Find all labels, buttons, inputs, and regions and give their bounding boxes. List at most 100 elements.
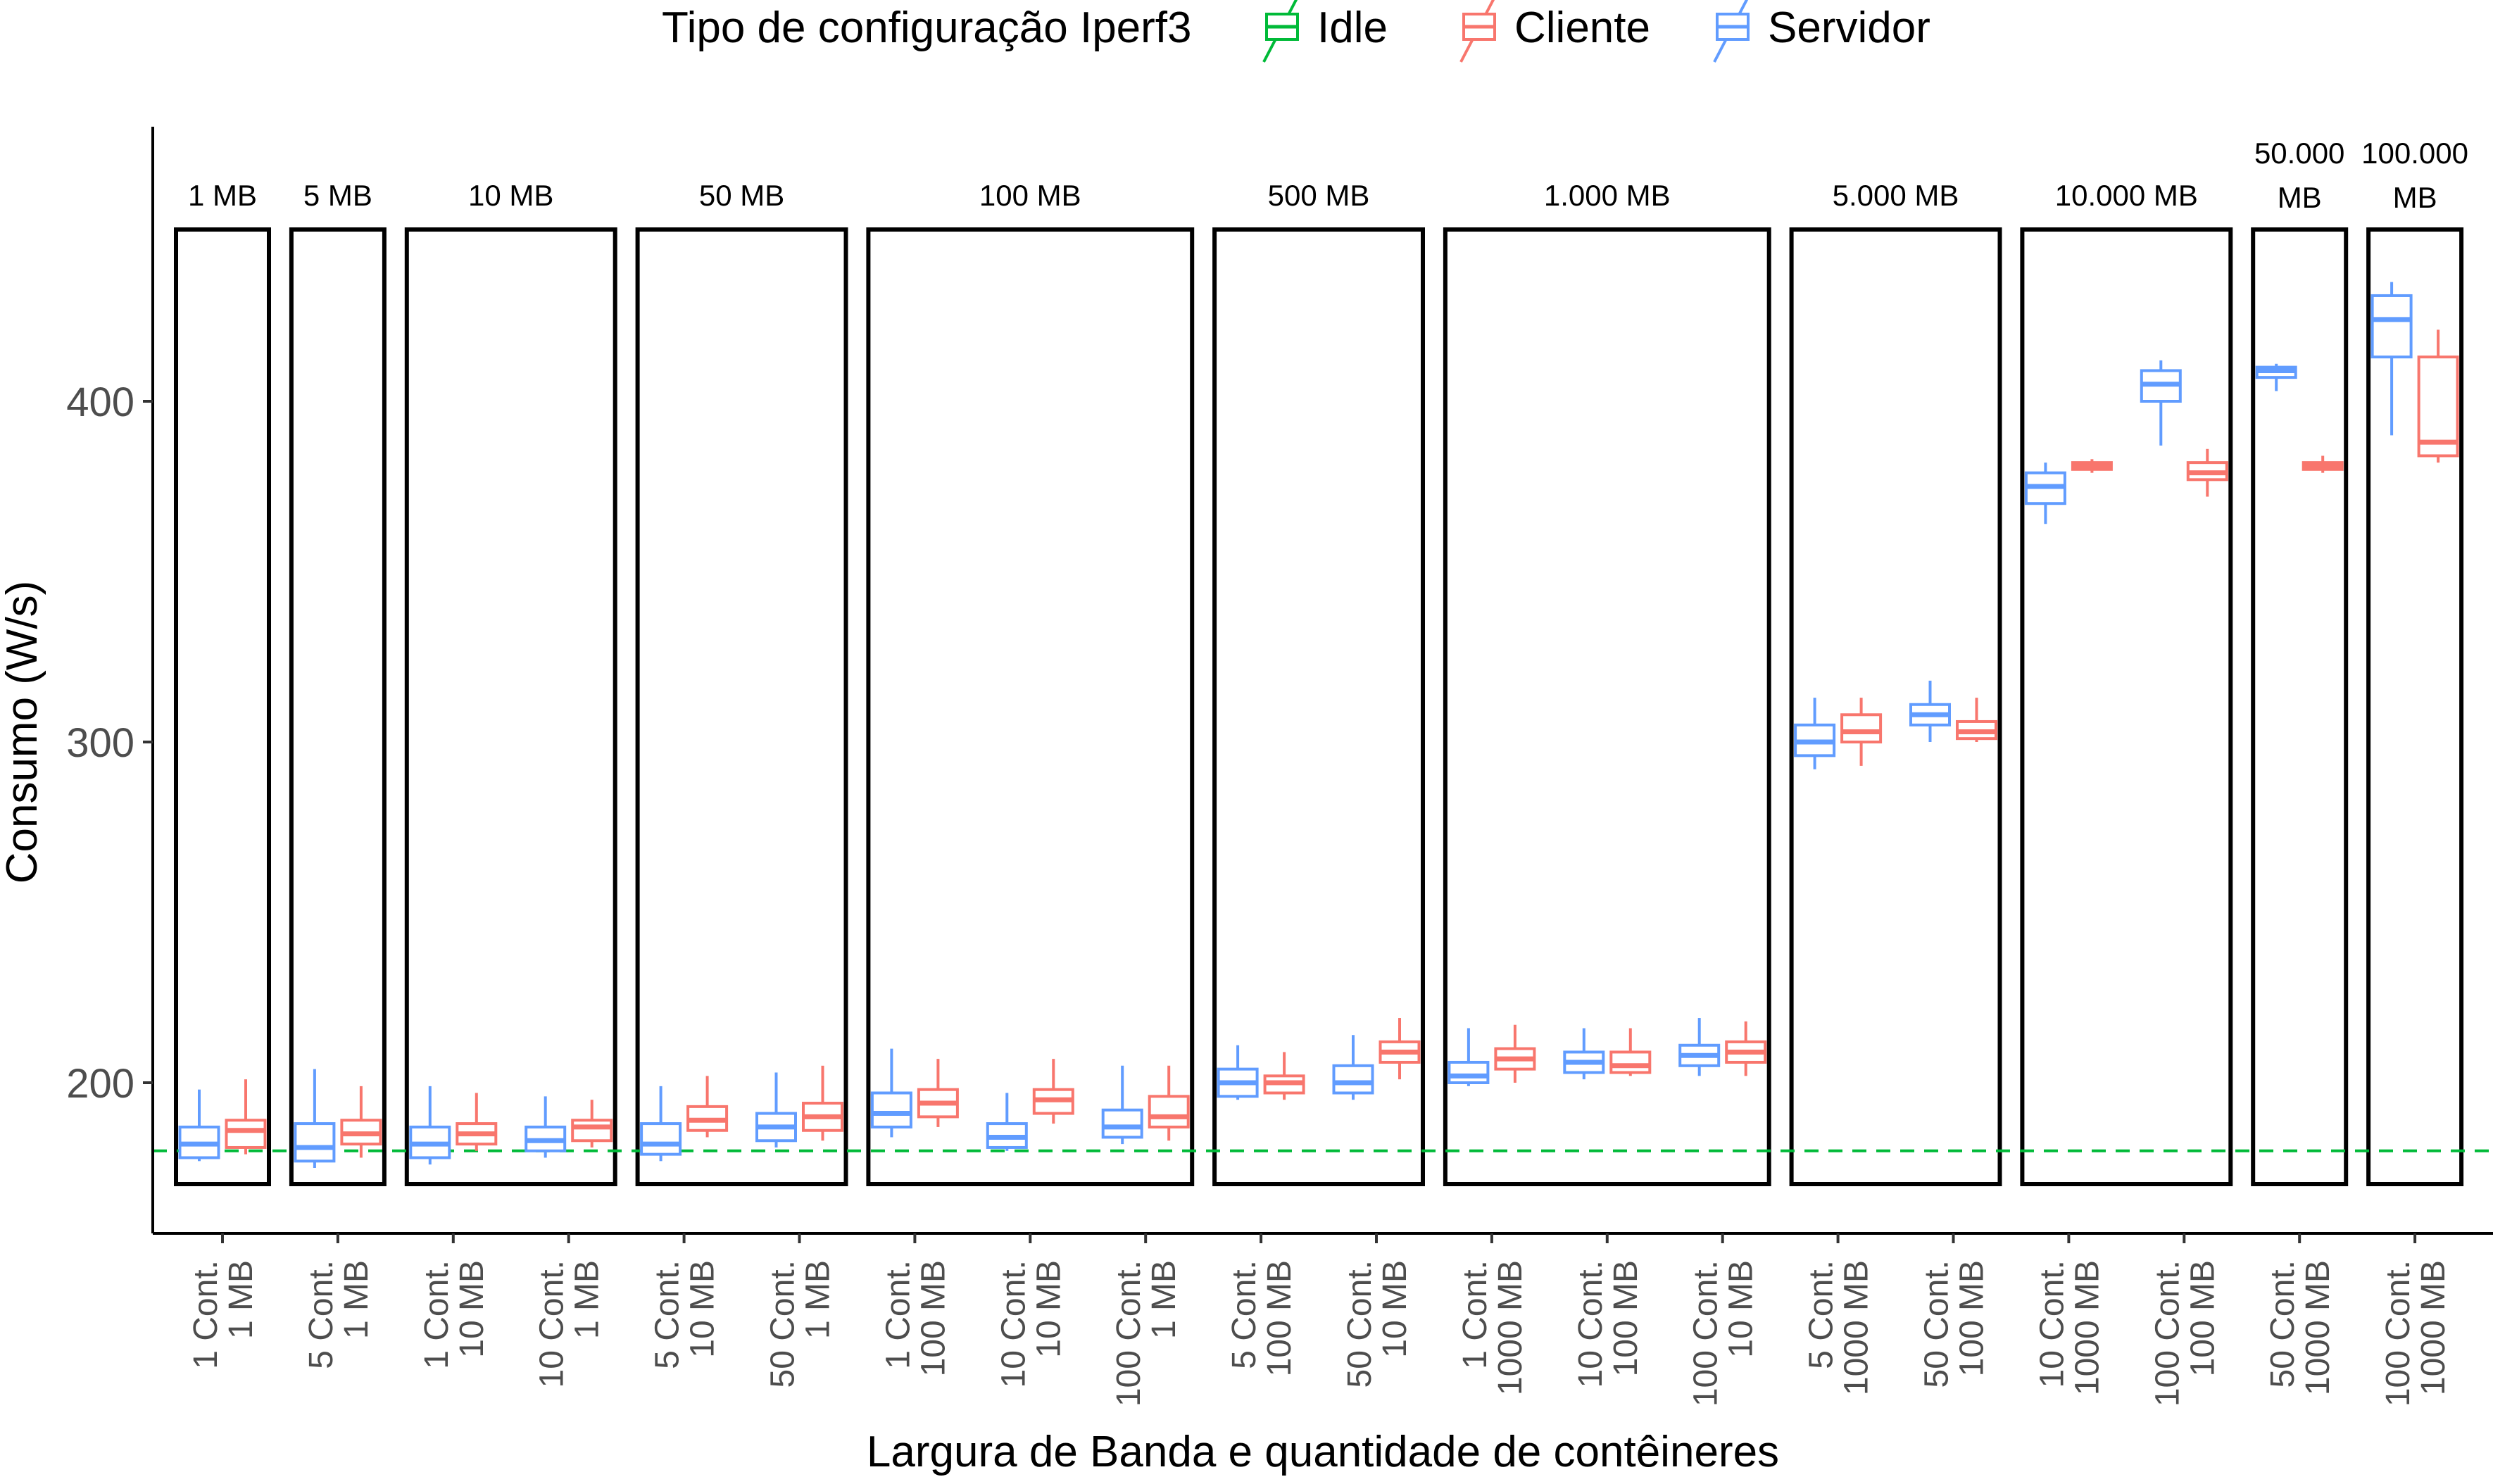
x-tick-label-line1: 1 Cont. xyxy=(879,1260,917,1369)
group-label: 1 MB xyxy=(188,179,257,212)
group-label: 5.000 MB xyxy=(1833,179,1959,212)
box-servidor xyxy=(986,1093,1028,1151)
group-label: 1.000 MB xyxy=(1544,179,1671,212)
legend-item: Idle xyxy=(1262,0,1388,63)
box-cliente xyxy=(1840,698,1883,766)
group-frame xyxy=(2251,227,2349,1186)
x-tick-label: 10 Cont.100 MB xyxy=(1572,1260,1645,1388)
box-iqr xyxy=(1609,1050,1652,1074)
group-label: 50 MB xyxy=(699,179,784,212)
x-tick-label: 1 Cont.100 MB xyxy=(879,1260,952,1376)
x-tick-label-line1: 5 Cont. xyxy=(1803,1260,1840,1369)
box-servidor xyxy=(1101,1065,1143,1145)
box-servidor xyxy=(294,1069,336,1168)
group-frame xyxy=(289,227,387,1186)
group-frame xyxy=(404,227,617,1186)
group-label: 50.000 xyxy=(2254,137,2344,170)
group-frame xyxy=(1443,227,1771,1186)
legend-item: Cliente xyxy=(1459,0,1650,63)
x-tick-label: 100 Cont.10 MB xyxy=(1688,1260,1760,1407)
box-cliente xyxy=(2417,329,2459,463)
x-tick-label-line2: 100 MB xyxy=(2184,1260,2221,1376)
group-label: 5 MB xyxy=(303,179,372,212)
x-tick-label-line2: 1000 MB xyxy=(2415,1260,2452,1395)
box-iqr xyxy=(571,1119,613,1143)
x-tick-label: 50 Cont.10 MB xyxy=(1341,1260,1414,1388)
box-servidor xyxy=(640,1086,682,1162)
x-tick-label: 1 Cont.1 MB xyxy=(187,1260,260,1369)
box-servidor xyxy=(1448,1028,1490,1086)
x-tick-label-line1: 100 Cont. xyxy=(1110,1260,1148,1407)
legend-label: Idle xyxy=(1317,4,1388,52)
box-cliente xyxy=(1148,1065,1190,1141)
x-tick-label: 5 Cont.1000 MB xyxy=(1803,1260,1876,1395)
box-servidor xyxy=(1217,1045,1259,1100)
box-servidor xyxy=(1909,680,1951,742)
x-tick-label: 10 Cont.10 MB xyxy=(995,1260,1067,1388)
x-tick-label: 50 Cont.1000 MB xyxy=(2264,1260,2337,1395)
y-tick-label: 400 xyxy=(66,379,134,425)
box-cliente xyxy=(1379,1018,1421,1080)
x-tick-label-line1: 5 Cont. xyxy=(303,1260,340,1369)
group-label: MB xyxy=(2278,181,2322,214)
x-tick-label-line2: 1000 MB xyxy=(1838,1260,1876,1395)
group-frame xyxy=(635,227,848,1186)
x-tick-label: 5 Cont.100 MB xyxy=(1226,1260,1298,1376)
box-cliente xyxy=(340,1086,382,1158)
x-tick-label-line2: 1000 MB xyxy=(2299,1260,2337,1395)
group-label: 100 MB xyxy=(979,179,1081,212)
box-iqr xyxy=(1332,1064,1374,1095)
axes: Consumo (W/s) Largura de Banda e quantid… xyxy=(0,127,2493,1476)
x-tick-label-line2: 1 MB xyxy=(338,1260,375,1339)
box-servidor xyxy=(870,1048,912,1138)
group-frame xyxy=(1212,227,1425,1186)
x-tick-label-line1: 10 Cont. xyxy=(534,1260,571,1388)
x-tick-label-line1: 1 Cont. xyxy=(1457,1260,1494,1369)
x-tick-label-line2: 10 MB xyxy=(684,1260,722,1358)
x-tick-label-line1: 50 Cont. xyxy=(1919,1260,1956,1388)
legend-label: Cliente xyxy=(1514,4,1650,52)
x-tick-label-line2: 10 MB xyxy=(453,1260,491,1358)
y-tick-label: 200 xyxy=(66,1061,134,1107)
x-axis-title: Largura de Banda e quantidade de contêin… xyxy=(867,1428,1779,1476)
box-servidor xyxy=(2024,463,2066,524)
x-tick-label-line2: 1 MB xyxy=(222,1260,260,1339)
x-tick-label-line2: 1 MB xyxy=(1145,1260,1183,1339)
box-servidor xyxy=(755,1072,797,1147)
x-tick-label-line1: 1 Cont. xyxy=(187,1260,225,1369)
x-tick-label-line2: 100 MB xyxy=(915,1260,952,1376)
box-cliente xyxy=(1956,698,1997,742)
legend-title: Tipo de configuração Iperf3 xyxy=(662,4,1192,52)
box-servidor xyxy=(2140,360,2182,446)
box-iqr xyxy=(870,1091,912,1128)
x-tick-label-line1: 10 Cont. xyxy=(995,1260,1032,1388)
x-tick-label: 5 Cont.10 MB xyxy=(649,1260,722,1369)
box-iqr xyxy=(225,1119,267,1149)
box-servidor xyxy=(1563,1028,1605,1080)
box-cliente xyxy=(2186,448,2228,497)
x-tick-label-line1: 5 Cont. xyxy=(1226,1260,1263,1369)
x-tick-label: 100 Cont.1 MB xyxy=(1110,1260,1183,1407)
x-tick-label-line1: 50 Cont. xyxy=(2264,1260,2302,1388)
box-cliente xyxy=(1725,1021,1767,1076)
group-label: 500 MB xyxy=(1268,179,1370,212)
x-tick-label-line1: 5 Cont. xyxy=(649,1260,686,1369)
group-frame xyxy=(866,227,1195,1186)
box-iqr xyxy=(2417,356,2459,458)
x-tick-label: 50 Cont.100 MB xyxy=(1919,1260,1991,1388)
panel-frames: 1 MB 5 MB 10 MB 50 MB 100 MB 500 MB 1.000 MB 5.… xyxy=(174,137,2468,1186)
box-cliente xyxy=(2071,459,2113,473)
box-servidor xyxy=(1332,1035,1374,1100)
x-tick-label: 100 Cont.100 MB xyxy=(2149,1260,2221,1407)
group-frame xyxy=(2366,227,2464,1186)
group-label: 10 MB xyxy=(468,179,553,212)
x-tick-label-line2: 1 MB xyxy=(569,1260,606,1339)
x-tick-label: 100 Cont.1000 MB xyxy=(2380,1260,2452,1407)
group-frame xyxy=(1789,227,2002,1186)
box-iqr xyxy=(1148,1095,1190,1128)
x-tick-label-line2: 1 MB xyxy=(800,1260,837,1339)
box-cliente xyxy=(1263,1052,1305,1100)
legend-item: Servidor xyxy=(1713,0,1930,63)
